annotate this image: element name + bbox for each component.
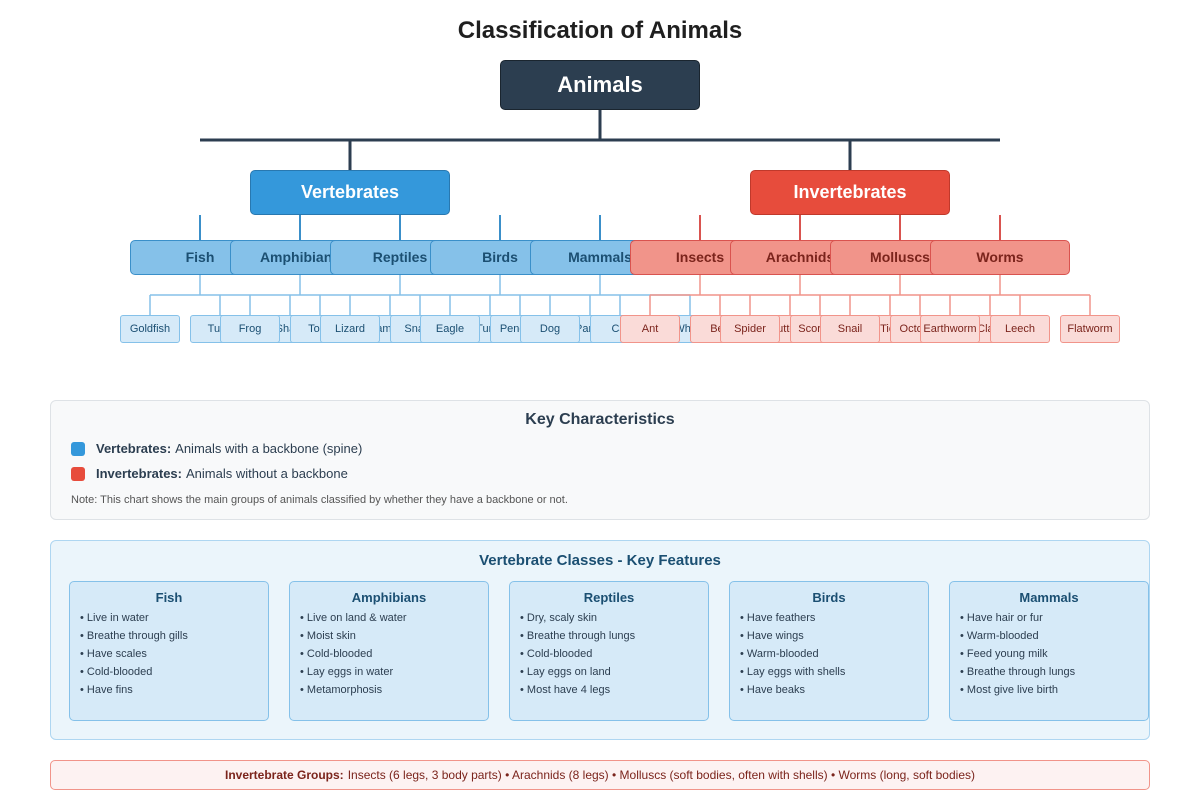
vertebrate-classes-panel: Vertebrate Classes - Key Features Fish Li…	[50, 540, 1150, 740]
feature-item: Cold-blooded	[80, 663, 268, 681]
feature-card-reptiles: Reptiles Dry, scaly skinBreathe through l…	[509, 581, 709, 721]
key-title: Key Characteristics	[525, 411, 675, 428]
key-vert-text: Animals with a backbone (spine)	[175, 441, 363, 456]
feature-item: Have wings	[740, 627, 928, 645]
leaf-snail: Snail	[820, 315, 880, 343]
feature-card-title: Mammals	[1019, 590, 1079, 605]
key-characteristics-panel: Key Characteristics Vertebrates: Animals…	[50, 400, 1150, 520]
feature-card-birds: Birds Have feathersHave wingsWarm-blooded…	[729, 581, 929, 721]
feature-item: Most have 4 legs	[520, 681, 708, 699]
feature-item: Moist skin	[300, 627, 488, 645]
feature-item: Lay eggs in water	[300, 663, 488, 681]
invertebrate-groups-panel: Invertebrate Groups: Insects (6 legs, 3 …	[50, 760, 1150, 790]
feature-item: Lay eggs on land	[520, 663, 708, 681]
feature-list: Have hair or furWarm-bloodedFeed young m…	[950, 609, 1148, 699]
feature-card-title: Birds	[812, 590, 846, 605]
key-note: Note: This chart shows the main groups o…	[71, 494, 568, 506]
feature-item: Cold-blooded	[520, 645, 708, 663]
feature-card-title: Fish	[155, 590, 183, 605]
key-row-vertebrates: Vertebrates: Animals with a backbone (sp…	[71, 441, 362, 456]
feature-item: Breathe through lungs	[960, 663, 1148, 681]
leaf-lizard: Lizard	[320, 315, 380, 343]
key-inv-label: Invertebrates:	[96, 466, 182, 481]
feature-item: Live on land & water	[300, 609, 488, 627]
feature-item: Warm-blooded	[960, 627, 1148, 645]
leaf-spider: Spider	[720, 315, 780, 343]
feature-item: Live in water	[80, 609, 268, 627]
key-inv-text: Animals without a backbone	[185, 466, 348, 481]
key-row-invertebrates: Invertebrates: Animals without a backbon…	[71, 466, 348, 481]
key-vert-label: Vertebrates:	[96, 441, 172, 456]
group-node-invertebrates: Invertebrates	[750, 169, 950, 215]
leaf-goldfish: Goldfish	[120, 315, 180, 343]
diagram-title: Classification of Animals	[457, 17, 743, 44]
leaf-dog: Dog	[520, 315, 580, 343]
feature-list: Live on land & waterMoist skinCold-blood…	[290, 609, 488, 699]
feature-list: Dry, scaly skinBreathe through lungsCold…	[510, 609, 708, 699]
feature-item: Cold-blooded	[300, 645, 488, 663]
class-node-worms: Worms	[930, 239, 1070, 275]
feature-item: Feed young milk	[960, 645, 1148, 663]
leaf-frog: Frog	[220, 315, 280, 343]
feature-item: Warm-blooded	[740, 645, 928, 663]
vertebrate-classes-title: Vertebrate Classes - Key Features	[479, 552, 721, 569]
invertebrate-groups-label: Invertebrate Groups:	[224, 768, 344, 782]
feature-list: Live in waterBreathe through gillsHave s…	[70, 609, 268, 699]
invertebrate-groups-text: Insects (6 legs, 3 body parts) • Arachni…	[347, 768, 975, 782]
feature-item: Have scales	[80, 645, 268, 663]
feature-list: Have feathersHave wingsWarm-bloodedLay e…	[730, 609, 928, 699]
leaf-ant: Ant	[620, 315, 680, 343]
vertebrate-swatch	[71, 441, 85, 456]
feature-item: Breathe through lungs	[520, 627, 708, 645]
leaf-leech: Leech	[990, 315, 1050, 343]
feature-item: Have beaks	[740, 681, 928, 699]
feature-item: Most give live birth	[960, 681, 1148, 699]
leaf-eagle: Eagle	[420, 315, 480, 343]
feature-item: Lay eggs with shells	[740, 663, 928, 681]
invertebrate-swatch	[71, 466, 85, 481]
leaf-flatworm: Flatworm	[1060, 315, 1120, 343]
root-node: Animals	[500, 60, 700, 110]
feature-card-title: Reptiles	[583, 590, 635, 605]
group-node-vertebrates: Vertebrates	[250, 169, 450, 215]
feature-item: Dry, scaly skin	[520, 609, 708, 627]
feature-card-amphibians: Amphibians Live on land & waterMoist skin…	[289, 581, 489, 721]
feature-item: Have fins	[80, 681, 268, 699]
feature-card-fish: FishLive in waterBreathe through gillsHa…	[69, 581, 269, 721]
feature-item: Have hair or fur	[960, 609, 1148, 627]
feature-card-title: Amphibians	[351, 590, 427, 605]
classification-tree	[149, 110, 1091, 316]
feature-item: Breathe through gills	[80, 627, 268, 645]
leaf-earthworm: Earthworm	[920, 315, 980, 343]
feature-item: Metamorphosis	[300, 681, 488, 699]
feature-card-mammals: Mammals Have hair or furWarm-bloodedFeed …	[949, 581, 1149, 721]
feature-item: Have feathers	[740, 609, 928, 627]
